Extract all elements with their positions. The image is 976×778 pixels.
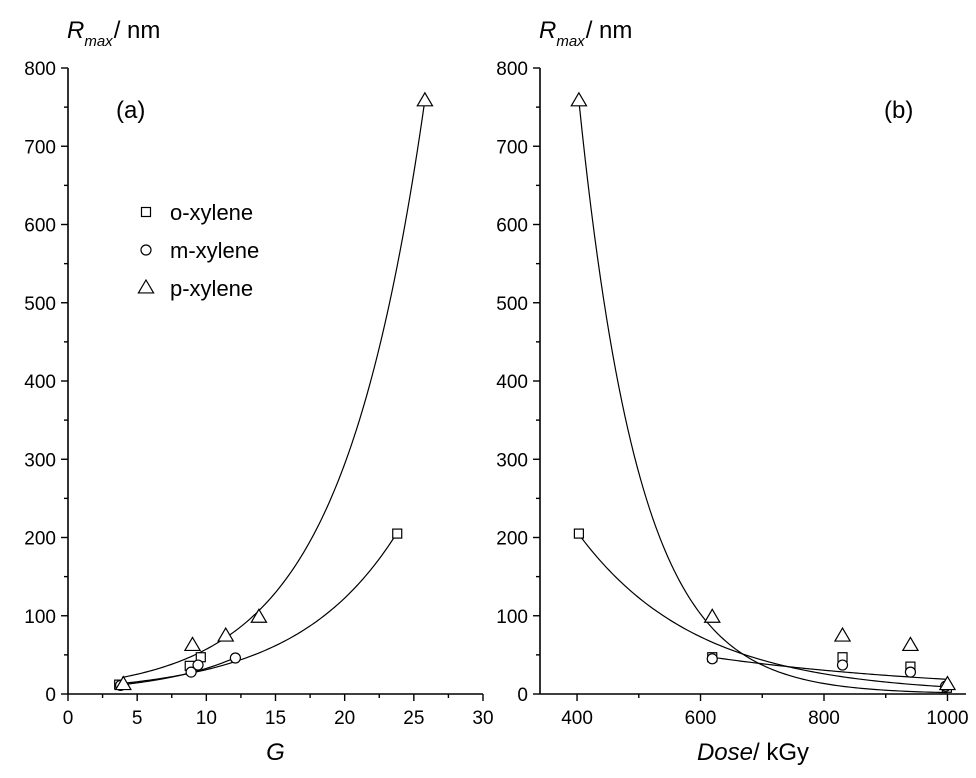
data-point-m-xylene bbox=[904, 666, 917, 678]
data-point-p-xylene bbox=[250, 608, 268, 623]
panel-label: (b) bbox=[884, 97, 913, 124]
y-tick-label: 0 bbox=[517, 685, 528, 706]
y-axis-title-subscript: max bbox=[84, 33, 113, 50]
legend-label: o-xylene bbox=[170, 200, 253, 225]
y-axis-title-unit: / nm bbox=[586, 17, 633, 44]
data-point-p-xylene bbox=[570, 91, 588, 107]
y-tick-label: 400 bbox=[24, 372, 56, 393]
data-point-m-xylene bbox=[229, 652, 241, 664]
x-tick-label: 15 bbox=[265, 708, 286, 729]
data-point-m-xylene bbox=[706, 653, 718, 665]
fit-curve-p-xylene bbox=[578, 100, 948, 694]
x-tick-label: 20 bbox=[334, 708, 355, 729]
x-axis-title-symbol: G bbox=[266, 739, 285, 766]
data-point-p-xylene bbox=[183, 636, 202, 652]
y-axis-title-symbol: R bbox=[539, 17, 556, 44]
y-tick-label: 600 bbox=[24, 216, 56, 237]
y-tick-label: 700 bbox=[496, 137, 528, 158]
x-axis-title-unit: / kGy bbox=[753, 739, 809, 766]
data-point-m-xylene bbox=[192, 659, 204, 671]
fit-curve-m-xylene bbox=[120, 657, 236, 686]
y-tick-label: 800 bbox=[24, 59, 56, 80]
data-point-p-xylene bbox=[703, 608, 721, 623]
data-point-m-xylene bbox=[185, 666, 197, 678]
y-tick-label: 200 bbox=[24, 529, 56, 550]
data-point-p-xylene bbox=[416, 91, 434, 107]
y-axis-title-unit: / nm bbox=[114, 17, 161, 44]
fit-curve-o-xylene bbox=[119, 532, 398, 685]
panel-b-chart: 0 100 200 300 400 500 600 700 800 400 600 800 1000 Rm… bbox=[496, 17, 968, 766]
y-tick-label: 200 bbox=[496, 529, 528, 550]
panel-a-chart: 0 100 200 300 400 500 600 700 800 0 5 10 15 20 25 30 Rma… bbox=[24, 17, 493, 766]
y-tick-label: 300 bbox=[496, 450, 528, 471]
y-axis-title-subscript: max bbox=[556, 33, 585, 50]
data-point-o-xylene bbox=[392, 528, 403, 539]
y-tick-label: 400 bbox=[496, 372, 528, 393]
x-tick-label: 5 bbox=[132, 708, 143, 729]
data-point-m-xylene bbox=[836, 659, 849, 671]
y-tick-label: 600 bbox=[496, 216, 528, 237]
y-tick-label: 500 bbox=[24, 294, 56, 315]
fit-curve-p-xylene bbox=[121, 99, 426, 679]
fit-curve-o-xylene bbox=[578, 534, 948, 688]
x-tick-label: 0 bbox=[63, 708, 74, 729]
y-tick-label: 800 bbox=[496, 59, 528, 80]
x-tick-label: 400 bbox=[561, 708, 593, 729]
legend-marker-p-xylene bbox=[137, 278, 155, 294]
x-tick-label: 30 bbox=[472, 708, 493, 729]
y-axis-title: Rmax/ nm bbox=[67, 17, 160, 50]
x-tick-label: 600 bbox=[685, 708, 717, 729]
y-tick-label: 0 bbox=[45, 685, 56, 706]
data-point-p-xylene bbox=[114, 675, 132, 691]
data-point-p-xylene bbox=[901, 636, 920, 652]
x-tick-label: 25 bbox=[403, 708, 424, 729]
y-tick-label: 100 bbox=[496, 607, 528, 628]
y-tick-label: 500 bbox=[496, 294, 528, 315]
x-tick-label: 1000 bbox=[926, 708, 968, 729]
legend-marker-m-xylene bbox=[140, 244, 152, 256]
legend-marker-o-xylene bbox=[140, 206, 152, 218]
y-tick-label: 700 bbox=[24, 137, 56, 158]
y-axis-title-symbol: R bbox=[67, 17, 84, 44]
x-axis-title-symbol: Dose bbox=[697, 739, 753, 766]
y-tick-label: 300 bbox=[24, 450, 56, 471]
legend-label: m-xylene bbox=[170, 238, 259, 263]
data-point-p-xylene bbox=[938, 675, 957, 691]
legend-label: p-xylene bbox=[170, 276, 253, 301]
data-point-p-xylene bbox=[217, 626, 235, 642]
x-tick-label: 800 bbox=[808, 708, 840, 729]
data-point-o-xylene bbox=[573, 528, 584, 539]
y-axis-title: Rmax/ nm bbox=[539, 17, 632, 50]
y-tick-label: 100 bbox=[24, 607, 56, 628]
data-point-p-xylene bbox=[833, 626, 852, 642]
x-axis-title: Dose/ kGy bbox=[697, 739, 809, 766]
x-axis-title: G bbox=[266, 739, 285, 766]
panel-label: (a) bbox=[116, 97, 145, 124]
x-tick-label: 10 bbox=[196, 708, 217, 729]
